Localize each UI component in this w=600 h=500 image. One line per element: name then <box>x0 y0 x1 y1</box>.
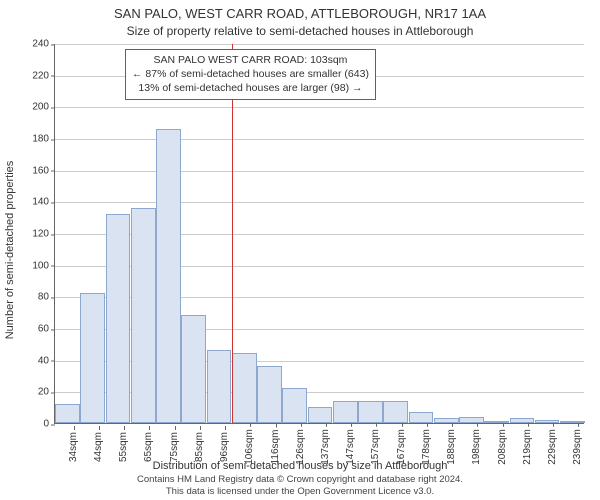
bar <box>80 293 105 423</box>
y-tick: 80 <box>38 292 55 303</box>
y-tick: 140 <box>32 197 55 208</box>
y-tick: 180 <box>32 134 55 145</box>
attribution-line2: This data is licensed under the Open Gov… <box>0 486 600 498</box>
reference-line <box>232 44 233 423</box>
bar <box>383 401 408 423</box>
bar <box>257 366 282 423</box>
annotation-box: SAN PALO WEST CARR ROAD: 103sqm ← 87% of… <box>125 49 376 100</box>
annotation-line1: SAN PALO WEST CARR ROAD: 103sqm <box>132 53 369 67</box>
bar <box>55 404 80 423</box>
bar <box>409 412 434 423</box>
y-tick: 240 <box>32 39 55 50</box>
bar <box>131 208 156 423</box>
bar <box>459 417 484 423</box>
chart-title: SAN PALO, WEST CARR ROAD, ATTLEBOROUGH, … <box>0 6 600 21</box>
bar <box>308 407 333 423</box>
bar <box>333 401 358 423</box>
gridline <box>55 202 584 203</box>
y-tick: 200 <box>32 102 55 113</box>
gridline <box>55 139 584 140</box>
y-tick: 120 <box>32 229 55 240</box>
annotation-line2: ← 87% of semi-detached houses are smalle… <box>132 67 369 81</box>
bar <box>484 421 509 423</box>
y-tick: 0 <box>43 419 55 430</box>
x-tick: 55sqm <box>118 432 129 462</box>
x-axis-label: Distribution of semi-detached houses by … <box>0 460 600 472</box>
y-tick: 20 <box>38 387 55 398</box>
x-tick: 85sqm <box>194 432 205 462</box>
attribution: Contains HM Land Registry data © Crown c… <box>0 474 600 498</box>
gridline <box>55 171 584 172</box>
annotation-line3: 13% of semi-detached houses are larger (… <box>132 81 369 95</box>
y-tick: 220 <box>32 70 55 81</box>
y-axis-label: Number of semi-detached properties <box>4 161 16 340</box>
plot-area: 02040608010012014016018020022024034sqm44… <box>54 44 584 424</box>
bar <box>282 388 307 423</box>
y-tick: 160 <box>32 165 55 176</box>
bar <box>156 129 181 424</box>
bar <box>535 420 560 423</box>
bar <box>358 401 383 423</box>
gridline <box>55 107 584 108</box>
histogram-chart: SAN PALO, WEST CARR ROAD, ATTLEBOROUGH, … <box>0 0 600 500</box>
chart-subtitle: Size of property relative to semi-detach… <box>0 24 600 38</box>
gridline <box>55 44 584 45</box>
attribution-line1: Contains HM Land Registry data © Crown c… <box>0 474 600 486</box>
bar <box>207 350 232 423</box>
bar <box>106 214 131 423</box>
x-tick: 34sqm <box>68 432 79 462</box>
bar <box>510 418 535 423</box>
bar <box>232 353 257 423</box>
bar <box>434 418 459 423</box>
x-tick: 96sqm <box>219 432 230 462</box>
bar <box>181 315 206 423</box>
x-tick: 75sqm <box>169 432 180 462</box>
x-tick: 65sqm <box>143 432 154 462</box>
bar <box>560 421 585 423</box>
y-tick: 100 <box>32 260 55 271</box>
x-tick: 44sqm <box>93 432 104 462</box>
y-tick: 60 <box>38 324 55 335</box>
y-tick: 40 <box>38 355 55 366</box>
